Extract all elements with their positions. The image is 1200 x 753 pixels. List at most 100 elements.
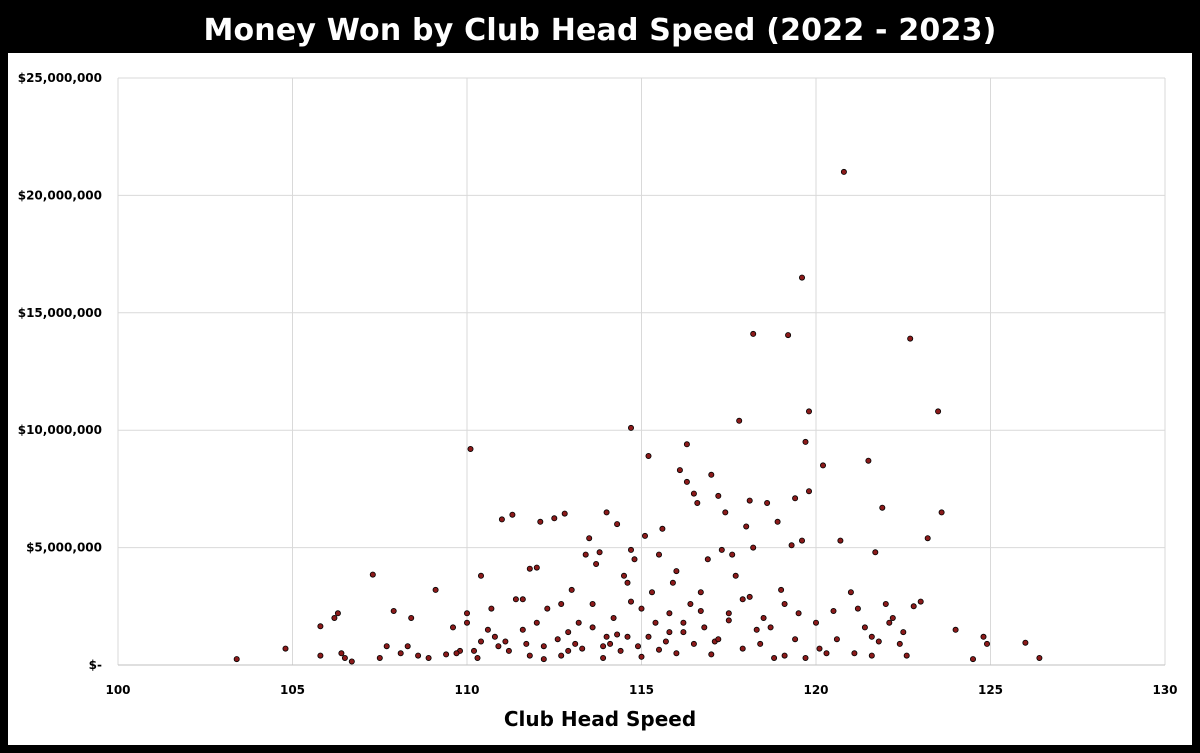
scatter-point bbox=[806, 488, 813, 495]
scatter-point bbox=[397, 650, 404, 657]
y-axis-ticks: $- $5,000,000 $10,000,000 $15,000,000 $20,00… bbox=[18, 71, 102, 672]
x-tick-label: 125 bbox=[978, 683, 1003, 697]
scatter-point bbox=[938, 509, 945, 516]
scatter-point bbox=[523, 640, 530, 647]
scatter-point bbox=[868, 633, 875, 640]
scatter-point bbox=[725, 617, 732, 624]
scatter-point bbox=[683, 441, 690, 448]
x-axis-title: Club Head Speed bbox=[503, 707, 697, 731]
scatter-point bbox=[586, 535, 593, 542]
scatter-point bbox=[558, 601, 565, 608]
scatter-point bbox=[879, 504, 886, 511]
chart-title: Money Won by Club Head Speed (2022 - 202… bbox=[8, 8, 1192, 53]
scatter-point bbox=[600, 655, 607, 662]
scatter-point bbox=[568, 586, 575, 593]
scatter-point bbox=[764, 499, 771, 506]
scatter-point bbox=[631, 556, 638, 563]
x-tick-label: 115 bbox=[629, 683, 654, 697]
scatter-point bbox=[813, 619, 820, 626]
scatter-point bbox=[680, 619, 687, 626]
scatter-point bbox=[673, 568, 680, 575]
scatter-point bbox=[757, 640, 764, 647]
scatter-point bbox=[896, 640, 903, 647]
scatter-point bbox=[628, 424, 635, 431]
scatter-point bbox=[404, 643, 411, 650]
scatter-point bbox=[774, 518, 781, 525]
scatter-point bbox=[917, 598, 924, 605]
scatter-point bbox=[614, 521, 621, 528]
scatter-point bbox=[666, 610, 673, 617]
scatter-point bbox=[519, 626, 526, 633]
scatter-point bbox=[910, 603, 917, 610]
scatter-point bbox=[872, 549, 879, 556]
scatter-point bbox=[739, 645, 746, 652]
scatter-point bbox=[509, 511, 516, 518]
x-axis-ticks: 100 105 110 115 120 125 130 bbox=[105, 683, 1177, 697]
scatter-point bbox=[704, 556, 711, 563]
scatter-point bbox=[753, 626, 760, 633]
scatter-point bbox=[792, 495, 799, 502]
scatter-point bbox=[638, 605, 645, 612]
x-tick-label: 110 bbox=[454, 683, 479, 697]
scatter-point bbox=[565, 629, 572, 636]
scatter-point bbox=[415, 652, 422, 659]
scatter-point bbox=[369, 571, 376, 578]
scatter-point bbox=[865, 457, 872, 464]
scatter-point bbox=[907, 335, 914, 342]
x-tick-label: 120 bbox=[803, 683, 828, 697]
scatter-point bbox=[715, 492, 722, 499]
scatter-point bbox=[785, 332, 792, 339]
scatter-point bbox=[533, 619, 540, 626]
scatter-point bbox=[432, 586, 439, 593]
scatter-point bbox=[579, 645, 586, 652]
scatter-point bbox=[376, 655, 383, 662]
scatter-point bbox=[628, 546, 635, 553]
scatter-point bbox=[600, 643, 607, 650]
scatter-point bbox=[495, 643, 502, 650]
scatter-point bbox=[477, 638, 484, 645]
scatter-point bbox=[802, 655, 809, 662]
scatter-point bbox=[463, 619, 470, 626]
scatter-point bbox=[690, 640, 697, 647]
scatter-point bbox=[875, 638, 882, 645]
scatter-point bbox=[683, 478, 690, 485]
y-tick-label: $20,000,000 bbox=[18, 188, 102, 202]
scatter-point bbox=[551, 515, 558, 522]
scatter-point bbox=[697, 589, 704, 596]
scatter-point bbox=[498, 516, 505, 523]
scatter-point bbox=[840, 168, 847, 175]
scatter-point bbox=[317, 623, 324, 630]
scatter-point bbox=[771, 655, 778, 662]
scatter-point bbox=[652, 619, 659, 626]
scatter-point bbox=[610, 615, 617, 622]
scatter-point bbox=[635, 643, 642, 650]
scatter-point bbox=[861, 624, 868, 631]
scatter-point bbox=[589, 624, 596, 631]
scatter-point bbox=[533, 564, 540, 571]
scatter-point bbox=[889, 615, 896, 622]
scatter-point bbox=[484, 626, 491, 633]
scatter-point bbox=[823, 650, 830, 657]
scatter-point bbox=[558, 652, 565, 659]
scatter-point bbox=[680, 629, 687, 636]
y-tick-label: $25,000,000 bbox=[18, 71, 102, 85]
scatter-point bbox=[572, 640, 579, 647]
scatter-point bbox=[659, 525, 666, 532]
scatter-point bbox=[847, 589, 854, 596]
scatter-point bbox=[638, 653, 645, 660]
scatter-point bbox=[443, 651, 450, 658]
scatter-point bbox=[233, 656, 240, 663]
scatter-point bbox=[708, 651, 715, 658]
gridlines bbox=[117, 77, 1166, 666]
scatter-point bbox=[767, 624, 774, 631]
scatter-point bbox=[854, 605, 861, 612]
scatter-point bbox=[338, 650, 345, 657]
scatter-point bbox=[470, 647, 477, 654]
scatter-point bbox=[799, 537, 806, 544]
scatter-point bbox=[628, 598, 635, 605]
scatter-point bbox=[750, 544, 757, 551]
scatter-point bbox=[621, 572, 628, 579]
scatter-point bbox=[676, 467, 683, 474]
scatter-point bbox=[334, 610, 341, 617]
scatter-point bbox=[715, 636, 722, 643]
